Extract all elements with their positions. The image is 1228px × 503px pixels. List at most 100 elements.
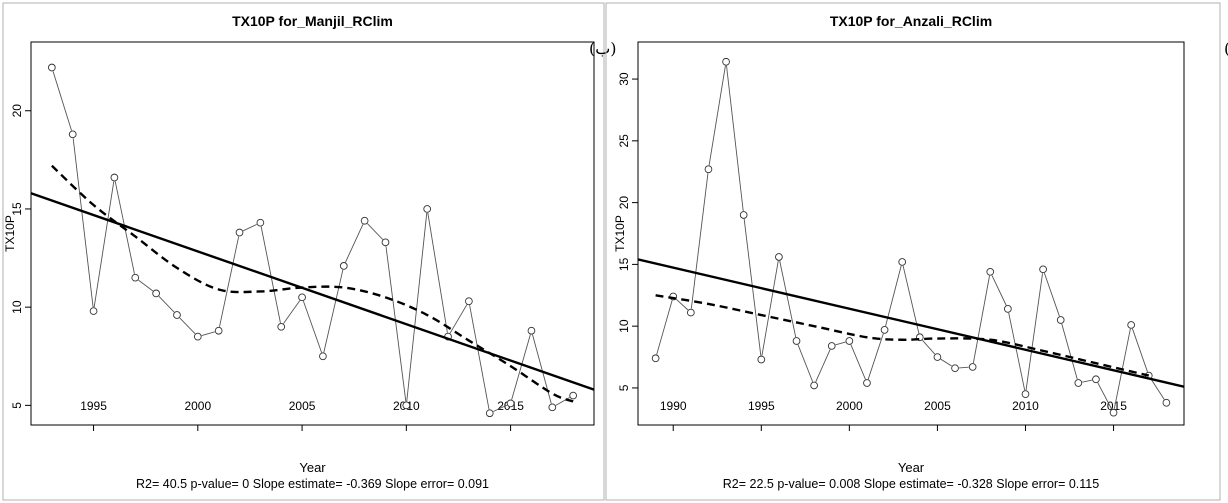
chart-2-y-tick-label: 25 (617, 134, 631, 148)
chart-1-observed-segment (469, 305, 490, 410)
chart-2-data-point (1092, 375, 1100, 384)
chart-2-observed-segment (779, 260, 797, 338)
chart-1-observed-segment (93, 181, 115, 308)
chart-2-observed-segment (991, 275, 1007, 306)
chart-2-x-tick-label: 1995 (748, 399, 775, 413)
chart-2-data-point (686, 308, 695, 317)
chart-1-observed-segment (283, 300, 301, 324)
chart-2-observed-segment (1150, 378, 1165, 400)
chart-2-observed-segment (922, 339, 936, 355)
chart-2-x-tick-label: 2015 (1100, 399, 1127, 413)
chart-2-x-tick-label: 1990 (660, 399, 687, 413)
chart-2-data-point (1056, 316, 1065, 324)
chart-2-data-point (1162, 398, 1171, 407)
chart-2-observed-segment (850, 344, 866, 380)
chart-2-data-point (1127, 321, 1136, 329)
chart-2-x-tick-label: 2005 (924, 399, 951, 413)
chart-1-observed-segment (302, 300, 323, 353)
chart-1-data-point (48, 63, 56, 72)
chart-1-x-axis-label: Year (299, 460, 326, 475)
chart-2-data-point (933, 353, 942, 361)
chart-2-observed-segment (1061, 323, 1078, 380)
chart-2-observed-segment (902, 265, 920, 334)
chart-2-x-tick-label: 2010 (1012, 399, 1039, 413)
chart-2-data-point (898, 258, 907, 266)
chart-1-data-point (214, 326, 223, 335)
chart-1-y-tick-label: 15 (10, 202, 24, 216)
chart-1-data-point (339, 262, 348, 270)
chart-2-data-point (951, 364, 959, 373)
chart-2-series-group (638, 57, 1184, 417)
chart-2-trend-line (638, 258, 1184, 388)
chart-2-data-point (1039, 265, 1047, 274)
chart-2-observed-segment (958, 366, 969, 369)
chart-1-data-point (277, 322, 286, 331)
chart-2-data-point (880, 326, 889, 334)
chart-2-observed-segment (797, 344, 814, 382)
chart-2-x-axis-label: Year (898, 460, 925, 475)
chart-panel-2: TX10P for_Anzali_RClim (الف) 1990 1995 2000 2… (605, 2, 1228, 501)
chart-1-data-point (569, 391, 577, 400)
chart-1-y-tick-label: 5 (10, 402, 24, 409)
chart-2-data-point (1021, 390, 1030, 398)
chart-1-data-point (360, 216, 369, 225)
chart-2-data-point (1074, 379, 1083, 387)
chart-1-series-group (31, 63, 594, 418)
chart-1-data-point (506, 399, 515, 408)
chart-2-y-tick-label: 10 (617, 319, 631, 333)
chart-2-data-point (845, 337, 854, 345)
chart-2-data-point (775, 253, 783, 261)
chart-2-observed-segment (1025, 273, 1043, 391)
chart-2-observed-segment (1097, 382, 1113, 410)
chart-1-observed-segment (242, 223, 257, 232)
chart-2-stats-footer: R2= 22.5 p-value= 0.008 Slope estimate= … (723, 477, 1099, 491)
chart-1-y-axis-label: TX10P (3, 215, 17, 252)
chart-2-observed-segment (675, 298, 689, 311)
chart-1-data-point (110, 173, 119, 182)
chart-1-data-point (68, 130, 77, 139)
chart-2-observed-segment (1132, 328, 1148, 372)
chart-1-observed-segment (158, 295, 175, 313)
chart-1-observed-segment (179, 317, 196, 335)
chart-2-data-point (810, 381, 818, 390)
chart-2-y-axis-label: TX10P (613, 215, 627, 252)
chart-2-y-tick-label: 20 (617, 196, 631, 210)
chart-1-observed-segment (385, 246, 407, 402)
chart-2-smoothed-curve (655, 294, 1150, 377)
chart-2-observed-segment (940, 358, 952, 367)
chart-1-trend-line (31, 192, 594, 391)
chart-1-observed-segment (367, 223, 384, 240)
chart-2-data-point (827, 342, 836, 350)
chart-1-observed-segment (323, 269, 344, 353)
chart-1-observed-segment (427, 212, 448, 333)
chart-1-observed-segment (219, 236, 240, 327)
chart-2-observed-segment (726, 65, 744, 212)
chart-panel-1: TX10P for_Manjil_RClim (ب) 1995 2000 2005 20 1… (2, 2, 617, 501)
chart-1-data-point (298, 293, 306, 302)
chart-1-data-point (256, 218, 265, 227)
chart-2-observed-segment (1082, 379, 1093, 383)
chart-1-data-point (527, 326, 536, 335)
chart-1-x-tick-label: 2005 (289, 399, 316, 413)
chart-2-observed-segment (1008, 312, 1026, 391)
chart-1-data-point (193, 332, 202, 341)
chart-2-observed-segment (761, 260, 779, 356)
chart-2-plot-frame (637, 41, 1185, 426)
chart-1-x-tick-label: 1995 (80, 399, 107, 413)
chart-2-data-point (792, 337, 801, 345)
chart-2-panel-border (605, 2, 1221, 501)
chart-1-y-tick-label: 20 (10, 104, 24, 118)
chart-2-observed-segment (867, 333, 884, 380)
chart-1-observed-segment (201, 331, 215, 336)
chart-1-data-point (402, 401, 411, 410)
chart-1-plot-frame (30, 41, 595, 426)
chart-1-data-point (548, 403, 557, 412)
chart-2-y-tick-label: 30 (617, 72, 631, 86)
chart-1-data-point (173, 311, 181, 319)
chart-2-x-tick-label: 2000 (836, 399, 863, 413)
chart-2-data-point (757, 355, 766, 364)
chart-2-data-point (704, 165, 713, 174)
chart-1-title: TX10P for_Manjil_RClim (232, 13, 393, 29)
